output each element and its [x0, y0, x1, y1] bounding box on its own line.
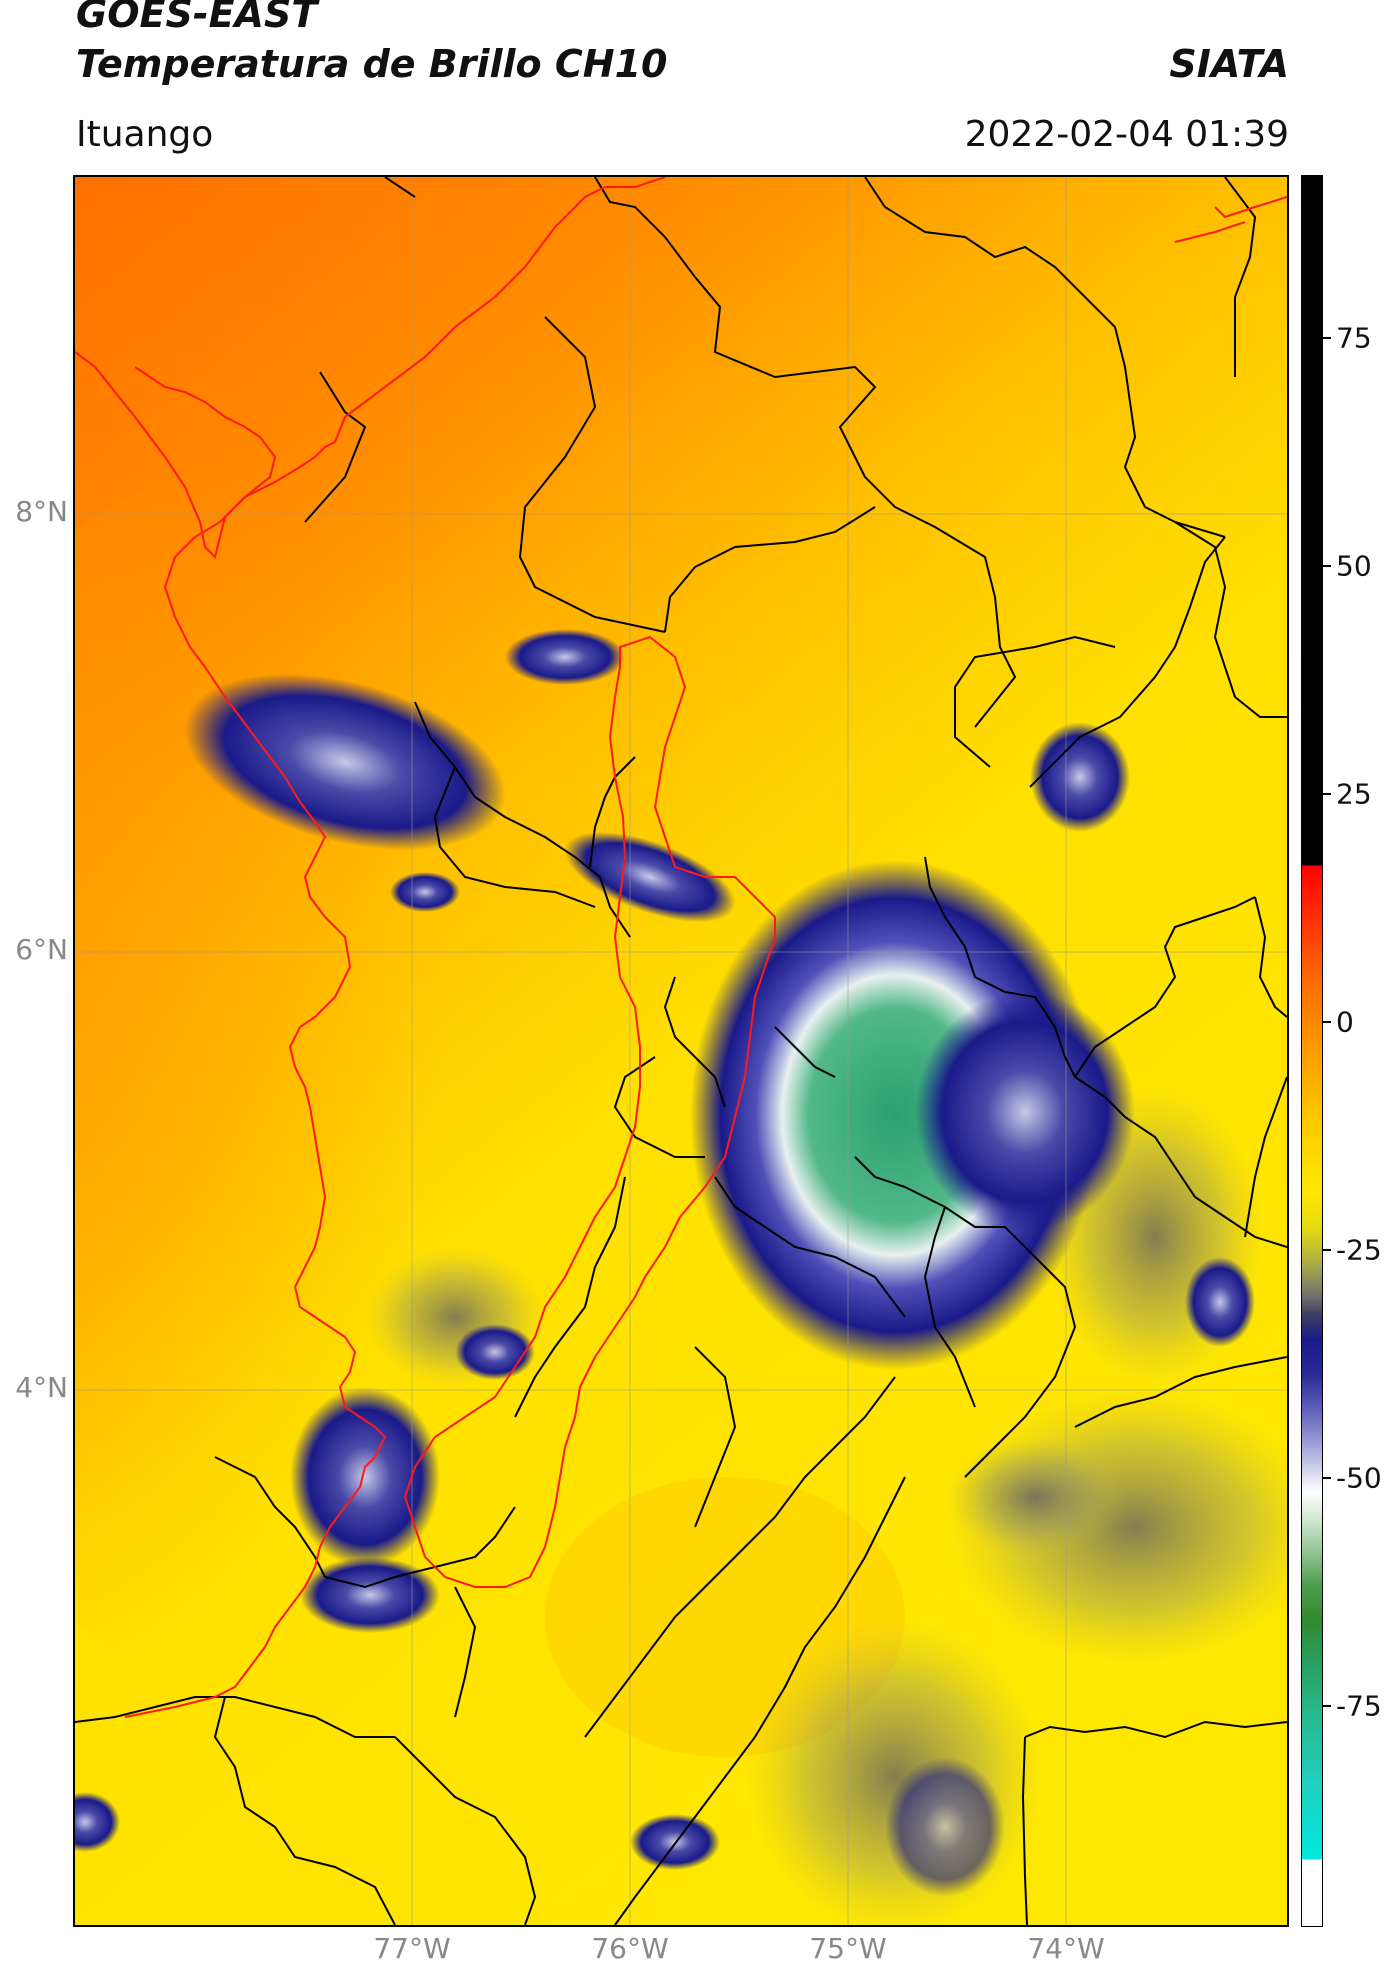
colorbar-label-75: 75 — [1336, 321, 1372, 355]
colorbar-label-minus-25: -25 — [1336, 1233, 1382, 1267]
longitude-label-76w: 76°W — [591, 1932, 669, 1965]
latitude-label-6n: 6°N — [15, 933, 68, 966]
latitude-label-4n: 4°N — [15, 1371, 68, 1404]
latitude-label-8n: 8°N — [15, 495, 68, 528]
graticule — [75, 177, 1287, 1925]
cloud-cell-northwest — [184, 673, 506, 851]
coastline-and-region-outline — [75, 177, 1287, 1718]
location-label: Ituango — [76, 114, 214, 155]
pacific-coastline — [75, 177, 666, 559]
colorbar — [1301, 175, 1323, 1927]
colorbar-label-minus-50: -50 — [1336, 1461, 1382, 1495]
colorbar-tick — [1323, 337, 1331, 339]
department-boundaries — [75, 177, 1287, 1925]
antioquia-outline — [403, 635, 776, 1588]
cloud-grey-south — [745, 1617, 1045, 1925]
satellite-map[interactable] — [73, 175, 1289, 1927]
colorbar-label-25: 25 — [1336, 777, 1372, 811]
longitude-label-74w: 74°W — [1027, 1932, 1105, 1965]
colorbar-tick — [1323, 793, 1331, 795]
brand-label: SIATA — [1169, 42, 1289, 86]
colorbar-tick — [1323, 565, 1331, 567]
colorbar-label-50: 50 — [1336, 549, 1372, 583]
satellite-title: GOES-EAST — [76, 0, 318, 36]
colorbar-tick — [1323, 1021, 1331, 1023]
colorbar-label-minus-75: -75 — [1336, 1689, 1382, 1723]
colorbar-tick — [1323, 1249, 1331, 1251]
colorbar-tick — [1323, 1705, 1331, 1707]
longitude-label-75w: 75°W — [809, 1932, 887, 1965]
product-title: Temperatura de Brillo CH10 — [76, 42, 668, 86]
colorbar-label-0: 0 — [1336, 1005, 1354, 1039]
longitude-label-77w: 77°W — [373, 1932, 451, 1965]
datetime-label: 2022-02-04 01:39 — [964, 114, 1289, 155]
colorbar-tick — [1323, 1477, 1331, 1479]
